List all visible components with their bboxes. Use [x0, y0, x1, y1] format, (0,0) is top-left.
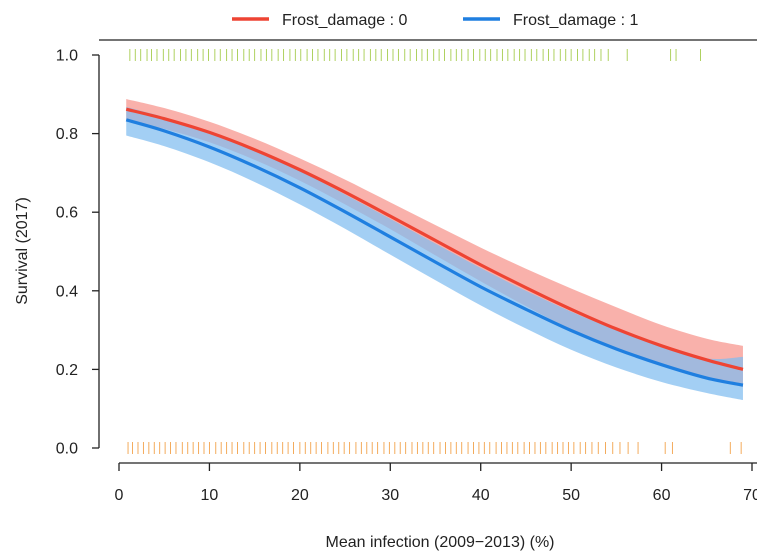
x-tick-label-4: 40	[472, 487, 490, 504]
x-tick-label-6: 60	[653, 487, 671, 504]
legend: Frost_damage : 0 Frost_damage : 1	[232, 12, 639, 29]
legend-label-1: Frost_damage : 1	[513, 12, 639, 29]
series-line-1	[125, 118, 744, 387]
y-tick-label-2: 0.4	[56, 283, 78, 300]
x-tick-label-3: 30	[381, 487, 399, 504]
x-tick-label-0: 0	[115, 487, 124, 504]
rug-marks	[127, 49, 742, 454]
y-axis-title: Survival (2017)	[14, 197, 31, 305]
y-tick-label-0: 0.0	[56, 441, 78, 458]
confidence-bands	[126, 99, 743, 401]
x-tick-label-1: 10	[201, 487, 219, 504]
y-tick-label-3: 0.6	[56, 205, 78, 222]
legend-label-0: Frost_damage : 0	[282, 12, 408, 29]
axes	[98, 39, 757, 464]
y-tick-label-1: 0.2	[56, 362, 78, 379]
ticks: 0.0 0.2 0.4 0.6 0.8 1.0 0 10 20 30 40 50 60 70	[56, 48, 757, 505]
confidence-band-series-1	[126, 106, 743, 401]
x-tick-label-5: 50	[562, 487, 580, 504]
y-tick-label-4: 0.8	[56, 126, 78, 143]
series-line-0	[125, 107, 744, 371]
x-tick-label-7: 70	[743, 487, 757, 504]
x-tick-label-2: 20	[291, 487, 309, 504]
y-tick-label-5: 1.0	[56, 48, 78, 65]
fitted-lines	[125, 107, 744, 387]
x-axis-title: Mean infection (2009−2013) (%)	[325, 534, 554, 551]
